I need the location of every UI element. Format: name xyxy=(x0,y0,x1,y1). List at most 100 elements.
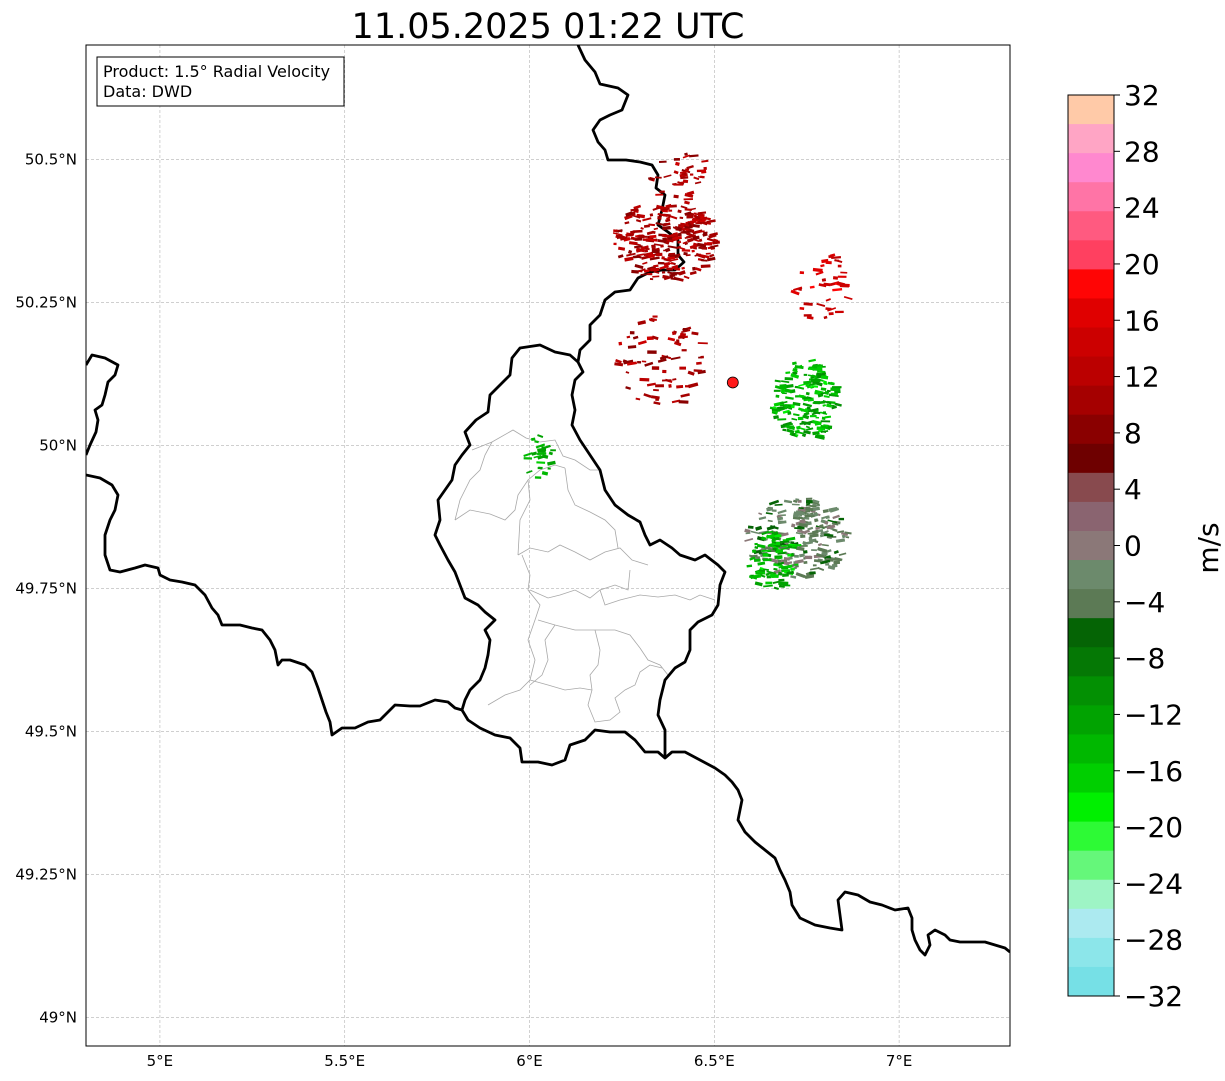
echo-pixel xyxy=(819,524,824,529)
echo-pixel xyxy=(692,235,700,241)
echo-pixel xyxy=(817,542,823,547)
echo-pixel xyxy=(790,404,795,409)
echo-pixel xyxy=(805,499,813,504)
echo-pixel xyxy=(671,331,676,336)
echo-pixel xyxy=(630,237,638,240)
echo-pixel xyxy=(647,237,658,242)
echo-pixel xyxy=(790,541,795,545)
echo-pixel xyxy=(828,506,838,512)
echo-pixel xyxy=(794,559,804,564)
echo-pixel xyxy=(820,387,827,391)
map-area[interactable] xyxy=(86,45,1010,1046)
echo-pixel xyxy=(642,217,652,222)
echo-pixel xyxy=(809,533,819,538)
echo-pixel xyxy=(786,570,795,576)
echo-pixel xyxy=(643,393,652,398)
echo-pixel xyxy=(777,571,783,576)
echo-pixel xyxy=(634,264,644,270)
border-be-nl-fr xyxy=(86,353,120,456)
echo-pixel xyxy=(832,386,842,389)
echo-pixel xyxy=(815,526,820,530)
echo-pixel xyxy=(816,302,826,307)
echo-pixel xyxy=(663,261,670,266)
echo-pixel xyxy=(777,509,787,515)
echo-pixel xyxy=(783,556,790,561)
echo-pixel xyxy=(683,198,693,201)
echo-pixel xyxy=(652,275,660,278)
lat-tick-label: 49.75°N xyxy=(15,579,77,597)
echo-pixel xyxy=(626,335,631,339)
echo-pixel xyxy=(672,226,678,230)
echo-pixel xyxy=(809,285,815,289)
echo-pixel xyxy=(699,254,710,259)
echo-pixel xyxy=(766,530,774,534)
echo-pixel xyxy=(626,361,638,366)
echo-pixel xyxy=(784,383,794,389)
echo-pixel xyxy=(772,406,778,410)
echo-pixel xyxy=(803,561,808,565)
echo-pixel xyxy=(815,270,824,276)
echo-pixel xyxy=(759,566,764,571)
echo-pixel xyxy=(652,315,658,318)
echo-pixel xyxy=(820,530,829,535)
echo-pixel xyxy=(814,540,819,544)
echo-pixel xyxy=(809,382,817,386)
echo-pixel xyxy=(648,254,655,259)
echo-pixel xyxy=(791,503,800,506)
echo-pixel xyxy=(765,581,773,585)
echo-pixel xyxy=(831,405,838,410)
echo-pixel xyxy=(754,545,759,550)
echo-pixel xyxy=(777,418,787,421)
colorbar-segment xyxy=(1068,560,1114,590)
country-borders xyxy=(86,45,1010,957)
echo-pixel xyxy=(665,203,672,209)
echo-pixel xyxy=(673,170,679,175)
echo-pixel xyxy=(686,234,697,239)
echo-pixel xyxy=(694,215,701,220)
radar-site-marker[interactable] xyxy=(726,376,739,389)
colorbar-segment xyxy=(1068,850,1114,881)
echo-pixel xyxy=(705,252,711,255)
echo-pixel xyxy=(803,373,808,376)
echo-pixel xyxy=(706,256,716,262)
echo-pixel xyxy=(758,512,763,516)
echo-pixel xyxy=(693,212,697,215)
echo-pixel xyxy=(673,341,682,347)
echo-pixel xyxy=(832,558,842,562)
echo-pixel xyxy=(840,531,849,537)
echo-pixel xyxy=(834,259,843,263)
echo-pixel xyxy=(827,307,837,312)
echo-pixel xyxy=(833,560,841,565)
echo-pixel xyxy=(625,211,633,217)
echo-pixel xyxy=(824,533,834,538)
echo-pixel xyxy=(824,521,829,525)
echo-pixel xyxy=(766,534,775,539)
echo-pixel xyxy=(784,404,789,408)
echo-pixel xyxy=(628,241,638,246)
echo-pixel xyxy=(662,369,667,374)
echo-pixel xyxy=(827,425,833,429)
echo-pixel xyxy=(752,549,757,553)
echo-pixel xyxy=(781,547,788,551)
echo-pixel xyxy=(523,457,533,460)
echo-pixel xyxy=(825,298,831,302)
echo-pixel xyxy=(778,578,785,582)
echo-pixel xyxy=(803,302,813,306)
echo-pixel xyxy=(809,407,819,413)
border-lu-be xyxy=(433,343,579,711)
echo-pixel xyxy=(667,256,676,260)
echo-pixel xyxy=(643,269,650,273)
echo-pixel xyxy=(668,258,679,262)
echo-pixel xyxy=(763,538,768,542)
echo-pixel xyxy=(670,356,681,361)
echo-pixel xyxy=(826,524,836,530)
echo-pixel xyxy=(680,393,690,398)
colorbar-segment xyxy=(1068,792,1114,823)
echo-pixel xyxy=(797,386,805,390)
colorbar-tick-label: −28 xyxy=(1124,924,1183,957)
echo-pixel xyxy=(696,213,702,217)
lon-tick-label: 7°E xyxy=(886,1052,913,1070)
echo-pixel xyxy=(745,532,751,535)
echo-pixel xyxy=(750,530,760,535)
echo-pixel xyxy=(794,554,799,558)
